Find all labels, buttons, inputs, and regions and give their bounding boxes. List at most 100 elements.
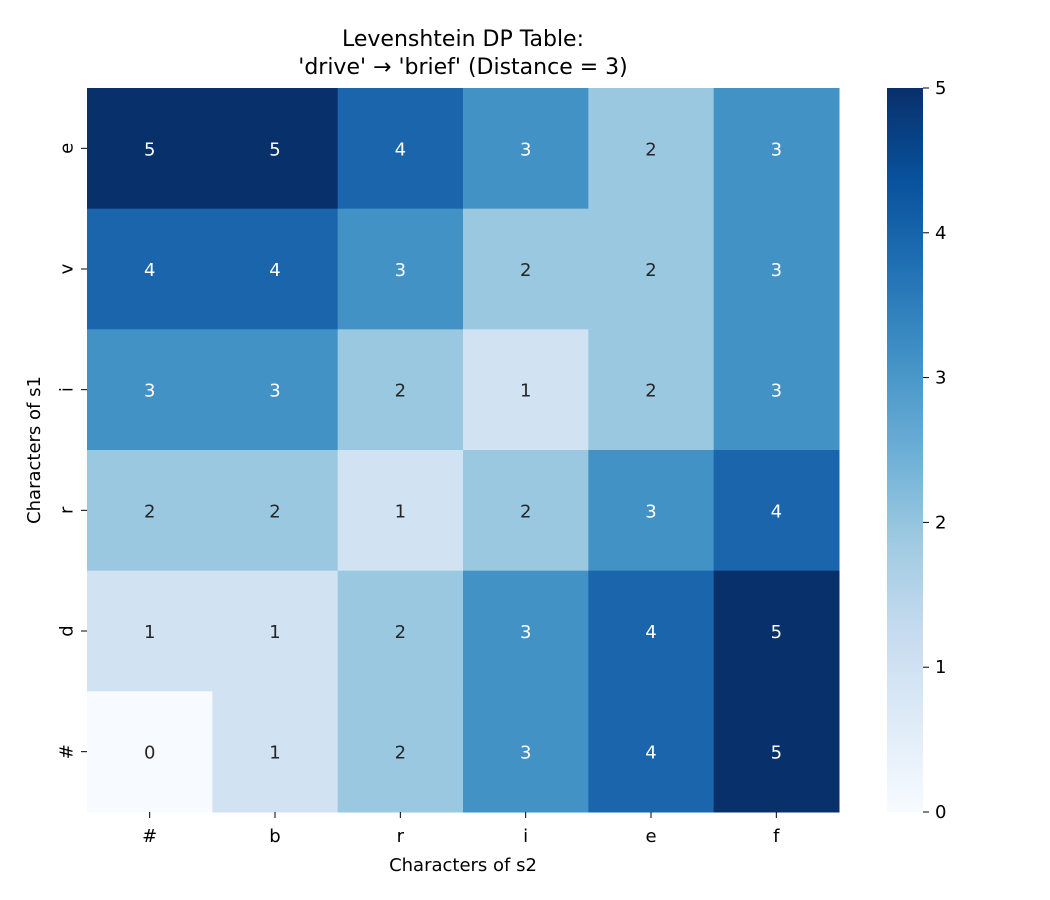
cell-value-label: 2 bbox=[269, 501, 280, 522]
heatmap-cell bbox=[212, 570, 339, 692]
colorbar bbox=[887, 88, 923, 812]
x-tick-label: b bbox=[269, 826, 280, 847]
cell-value-label: 4 bbox=[144, 260, 155, 281]
heatmap-cell bbox=[463, 88, 589, 210]
cell-value-label: 5 bbox=[144, 139, 155, 160]
cell-value-label: 4 bbox=[269, 260, 280, 281]
heatmap-cell bbox=[87, 88, 213, 210]
cell-value-label: 2 bbox=[144, 501, 155, 522]
cell-value-label: 3 bbox=[771, 260, 782, 281]
cell-value-label: 1 bbox=[520, 381, 531, 402]
cell-value-label: 3 bbox=[520, 622, 531, 643]
heatmap-cell bbox=[212, 450, 339, 572]
cell-value-label: 3 bbox=[395, 260, 406, 281]
cell-value-label: 2 bbox=[395, 381, 406, 402]
cell-value-label: 1 bbox=[144, 622, 155, 643]
cell-value-label: 2 bbox=[645, 381, 656, 402]
y-axis-label: Characters of s1 bbox=[24, 376, 45, 524]
heatmap-cell bbox=[337, 208, 464, 330]
x-tick-label: f bbox=[773, 826, 780, 847]
y-tick-label: e bbox=[57, 143, 78, 154]
x-tick-label: r bbox=[397, 826, 405, 847]
heatmap-cell bbox=[588, 570, 715, 692]
heatmap-cell bbox=[463, 570, 589, 692]
cell-value-label: 4 bbox=[645, 622, 656, 643]
heatmap-cell bbox=[463, 329, 589, 451]
heatmap-cell bbox=[713, 691, 840, 813]
colorbar-tick-label: 0 bbox=[935, 802, 946, 823]
heatmap-cell bbox=[337, 88, 464, 210]
colorbar-tick-label: 3 bbox=[935, 368, 946, 389]
heatmap-cell bbox=[337, 329, 464, 451]
y-tick-label: i bbox=[57, 387, 78, 392]
chart-title-line-1: Levenshtein DP Table: bbox=[342, 27, 584, 52]
cell-value-label: 2 bbox=[645, 139, 656, 160]
cell-value-label: 0 bbox=[144, 743, 155, 764]
heatmap-cell bbox=[212, 88, 339, 210]
cell-value-label: 3 bbox=[520, 743, 531, 764]
cell-value-label: 1 bbox=[269, 622, 280, 643]
chart-title-line-2: 'drive' → 'brief' (Distance = 3) bbox=[298, 55, 627, 80]
heatmap-cell bbox=[588, 450, 715, 572]
colorbar-ticks: 0 1 2 3 4 5 bbox=[923, 78, 946, 823]
heatmap-cell bbox=[713, 570, 840, 692]
heatmap-cell bbox=[713, 450, 840, 572]
heatmap-cell bbox=[212, 691, 339, 813]
cell-value-label: 1 bbox=[395, 501, 406, 522]
heatmap-cell bbox=[463, 208, 589, 330]
cell-value-label: 2 bbox=[395, 743, 406, 764]
heatmap-cell bbox=[588, 691, 715, 813]
y-tick-label: r bbox=[57, 506, 78, 514]
heatmap-cell bbox=[212, 329, 339, 451]
cell-value-label: 3 bbox=[771, 381, 782, 402]
cell-value-label: 2 bbox=[520, 501, 531, 522]
cell-value-label: 4 bbox=[771, 501, 782, 522]
colorbar-tick-label: 2 bbox=[935, 512, 946, 533]
heatmap-cell bbox=[337, 691, 464, 813]
heatmap-cell bbox=[588, 208, 715, 330]
heatmap-cell bbox=[337, 450, 464, 572]
y-tick-label: v bbox=[57, 263, 78, 274]
cell-value-label: 3 bbox=[269, 381, 280, 402]
cell-value-label: 2 bbox=[395, 622, 406, 643]
heatmap-cell bbox=[463, 450, 589, 572]
cell-value-label: 2 bbox=[520, 260, 531, 281]
heatmap-cell bbox=[713, 329, 840, 451]
heatmap-cell bbox=[212, 208, 339, 330]
heatmap-cell bbox=[87, 691, 213, 813]
cell-value-label: 1 bbox=[269, 743, 280, 764]
cell-value-label: 2 bbox=[645, 260, 656, 281]
heatmap-cell bbox=[713, 208, 840, 330]
heatmap-cell bbox=[87, 208, 213, 330]
heatmap-cell bbox=[87, 450, 213, 572]
x-axis-label: Characters of s2 bbox=[389, 855, 537, 876]
cell-value-label: 5 bbox=[771, 622, 782, 643]
heatmap-cell bbox=[87, 329, 213, 451]
heatmap-cell bbox=[713, 88, 840, 210]
cell-value-label: 3 bbox=[520, 139, 531, 160]
x-tick-label: i bbox=[523, 826, 528, 847]
cell-value-label: 5 bbox=[269, 139, 280, 160]
heatmap-cell bbox=[588, 329, 715, 451]
colorbar-tick-label: 1 bbox=[935, 657, 946, 678]
cell-value-label: 3 bbox=[645, 501, 656, 522]
cell-value-label: 3 bbox=[144, 381, 155, 402]
cell-value-label: 5 bbox=[771, 743, 782, 764]
colorbar-tick-label: 4 bbox=[935, 223, 946, 244]
cell-value-label: 4 bbox=[645, 743, 656, 764]
colorbar-tick-label: 5 bbox=[935, 78, 946, 99]
y-tick-label: # bbox=[57, 744, 78, 759]
x-axis-ticks: # b r i e f bbox=[142, 812, 780, 847]
cell-value-label: 4 bbox=[395, 139, 406, 160]
heatmap-cell bbox=[463, 691, 589, 813]
y-tick-label: d bbox=[57, 625, 78, 636]
y-axis-ticks: e v i r d # bbox=[57, 143, 87, 759]
heatmap-cell bbox=[337, 570, 464, 692]
heatmap-cells: 5 5 4 3 2 3 4 4 3 2 2 3 3 3 2 1 2 3 2 2 1 2 3 4 1 1 2 3 4 5 0 1 2 3 4 5 bbox=[87, 88, 840, 813]
heatmap-cell bbox=[588, 88, 715, 210]
cell-value-label: 3 bbox=[771, 139, 782, 160]
heatmap-cell bbox=[87, 570, 213, 692]
x-tick-label: # bbox=[142, 826, 157, 847]
x-tick-label: e bbox=[645, 826, 656, 847]
